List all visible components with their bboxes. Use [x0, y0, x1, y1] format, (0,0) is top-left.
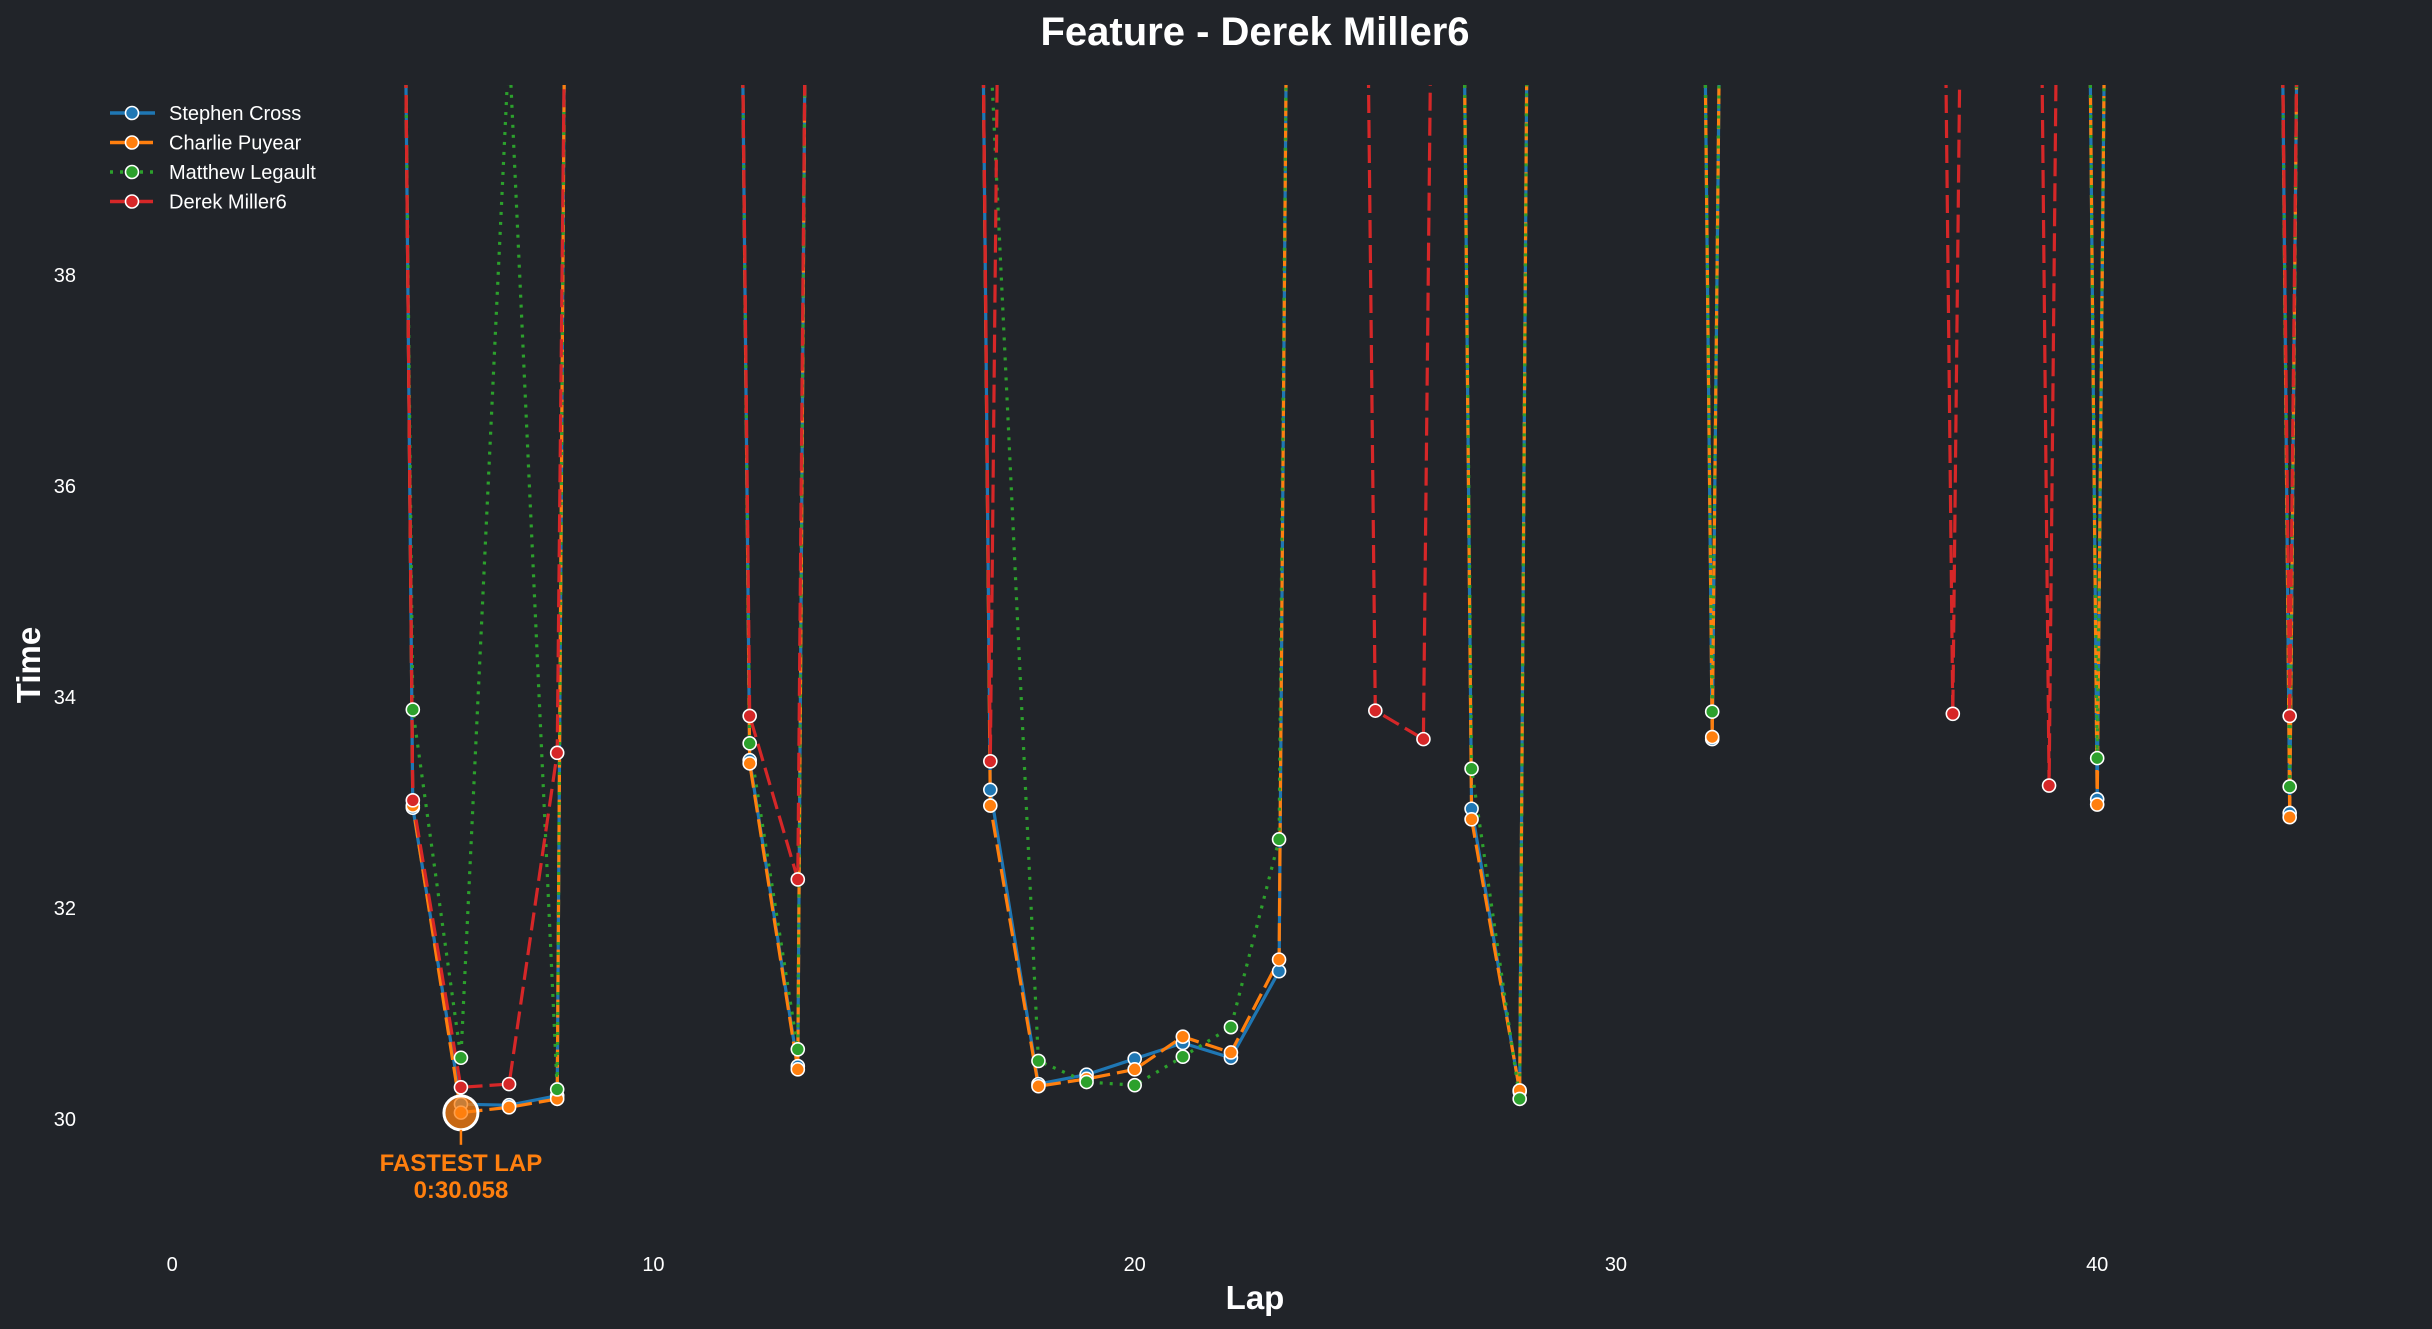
fastest-lap-marker: [442, 1094, 480, 1132]
data-point: [2089, 750, 2105, 766]
x-tick-label: 0: [167, 1254, 178, 1276]
legend-item: Charlie Puyear: [110, 133, 302, 155]
data-point: [742, 708, 757, 724]
data-point: [453, 1050, 469, 1066]
data-point: [453, 1079, 469, 1095]
data-point: [405, 793, 421, 808]
data-point: [2282, 708, 2297, 724]
y-tick-label: 38: [54, 265, 76, 287]
data-point: [549, 745, 565, 761]
series-line: [981, 85, 999, 763]
data-point: [1945, 706, 1961, 722]
data-point: [1127, 1077, 1142, 1093]
fastest-lap-time: 0:30.058: [414, 1177, 509, 1204]
data-point: [2089, 797, 2105, 812]
data-point: [1704, 704, 1720, 719]
data-point: [1223, 1045, 1239, 1060]
legend-item: Derek Miller6: [110, 192, 287, 214]
series-line: [1463, 85, 1529, 1093]
data-point: [742, 736, 757, 751]
legend-item: Stephen Cross: [110, 103, 301, 125]
data-point: [983, 798, 998, 813]
data-point: [790, 1062, 806, 1077]
legend-marker: [124, 194, 140, 209]
data-point: [742, 756, 757, 771]
legend-marker: [124, 164, 140, 180]
series-line: [990, 85, 1288, 1087]
y-axis-ticks: 30 32 34 36 38: [54, 265, 76, 1131]
x-tick-label: 10: [642, 1254, 664, 1276]
legend-label: Stephen Cross: [169, 103, 301, 125]
data-point: [1223, 1019, 1239, 1035]
data-point: [1175, 1029, 1191, 1044]
series-line: [981, 85, 1288, 1088]
legend-label: Derek Miller6: [169, 192, 287, 214]
y-tick-label: 30: [54, 1109, 76, 1131]
y-axis-label: Time: [10, 627, 47, 703]
legend: Stephen Cross Charlie Puyear Matthew Legau…: [110, 103, 316, 214]
legend-marker: [124, 135, 140, 150]
data-point: [790, 872, 806, 887]
data-point: [1416, 731, 1431, 747]
data-point: [983, 782, 998, 798]
series-line: [404, 85, 566, 1089]
data-point: [2041, 778, 2057, 793]
data-point: [1704, 729, 1720, 745]
series-line: [1366, 85, 1432, 741]
data-point: [1271, 952, 1287, 967]
data-point: [501, 1076, 517, 1092]
x-axis-ticks: 0 10 20 30 40: [167, 1254, 2109, 1276]
data-point: [2282, 779, 2297, 794]
data-point: [790, 1042, 806, 1057]
series-line: [1463, 85, 1529, 1101]
y-tick-label: 36: [54, 476, 76, 498]
data-point: [405, 702, 421, 717]
series-line: [981, 85, 1288, 1086]
legend-label: Charlie Puyear: [169, 133, 302, 155]
legend-item: Matthew Legault: [110, 162, 316, 184]
data-point: [1175, 1049, 1191, 1064]
series-line: [2040, 85, 2058, 788]
series-line: [2281, 85, 2299, 718]
y-tick-label: 32: [54, 898, 76, 920]
data-point: [983, 753, 998, 769]
series-line: [741, 85, 807, 881]
fastest-lap-label: FASTEST LAP: [380, 1150, 543, 1177]
legend-marker: [124, 105, 140, 121]
series-line: [1703, 85, 1721, 714]
data-point: [1464, 812, 1479, 827]
data-point: [549, 1082, 565, 1097]
data-point: [1271, 832, 1287, 847]
series-markers: [405, 702, 2297, 1120]
x-tick-label: 20: [1124, 1254, 1146, 1276]
x-axis-label: Lap: [1226, 1279, 1285, 1316]
series-line: [741, 85, 807, 1051]
data-point: [2282, 809, 2297, 825]
data-point: [501, 1100, 517, 1115]
data-point: [1031, 1078, 1046, 1094]
series-line: [404, 85, 566, 1107]
series-line: [741, 85, 807, 1068]
y-tick-label: 34: [54, 687, 76, 709]
data-point: [1512, 1091, 1527, 1107]
chart-title: Feature - Derek Miller6: [1040, 10, 1469, 54]
series-lines: [404, 85, 2299, 1115]
legend-label: Matthew Legault: [169, 162, 316, 184]
data-point: [1031, 1053, 1046, 1069]
data-point: [1079, 1074, 1094, 1090]
data-point: [1368, 703, 1383, 718]
x-tick-label: 30: [1605, 1254, 1627, 1276]
series-line: [404, 85, 566, 1091]
series-line: [404, 85, 566, 1115]
x-tick-label: 40: [2086, 1254, 2108, 1276]
data-point: [1464, 761, 1479, 776]
series-line: [1944, 85, 1962, 716]
data-point: [1127, 1062, 1142, 1077]
